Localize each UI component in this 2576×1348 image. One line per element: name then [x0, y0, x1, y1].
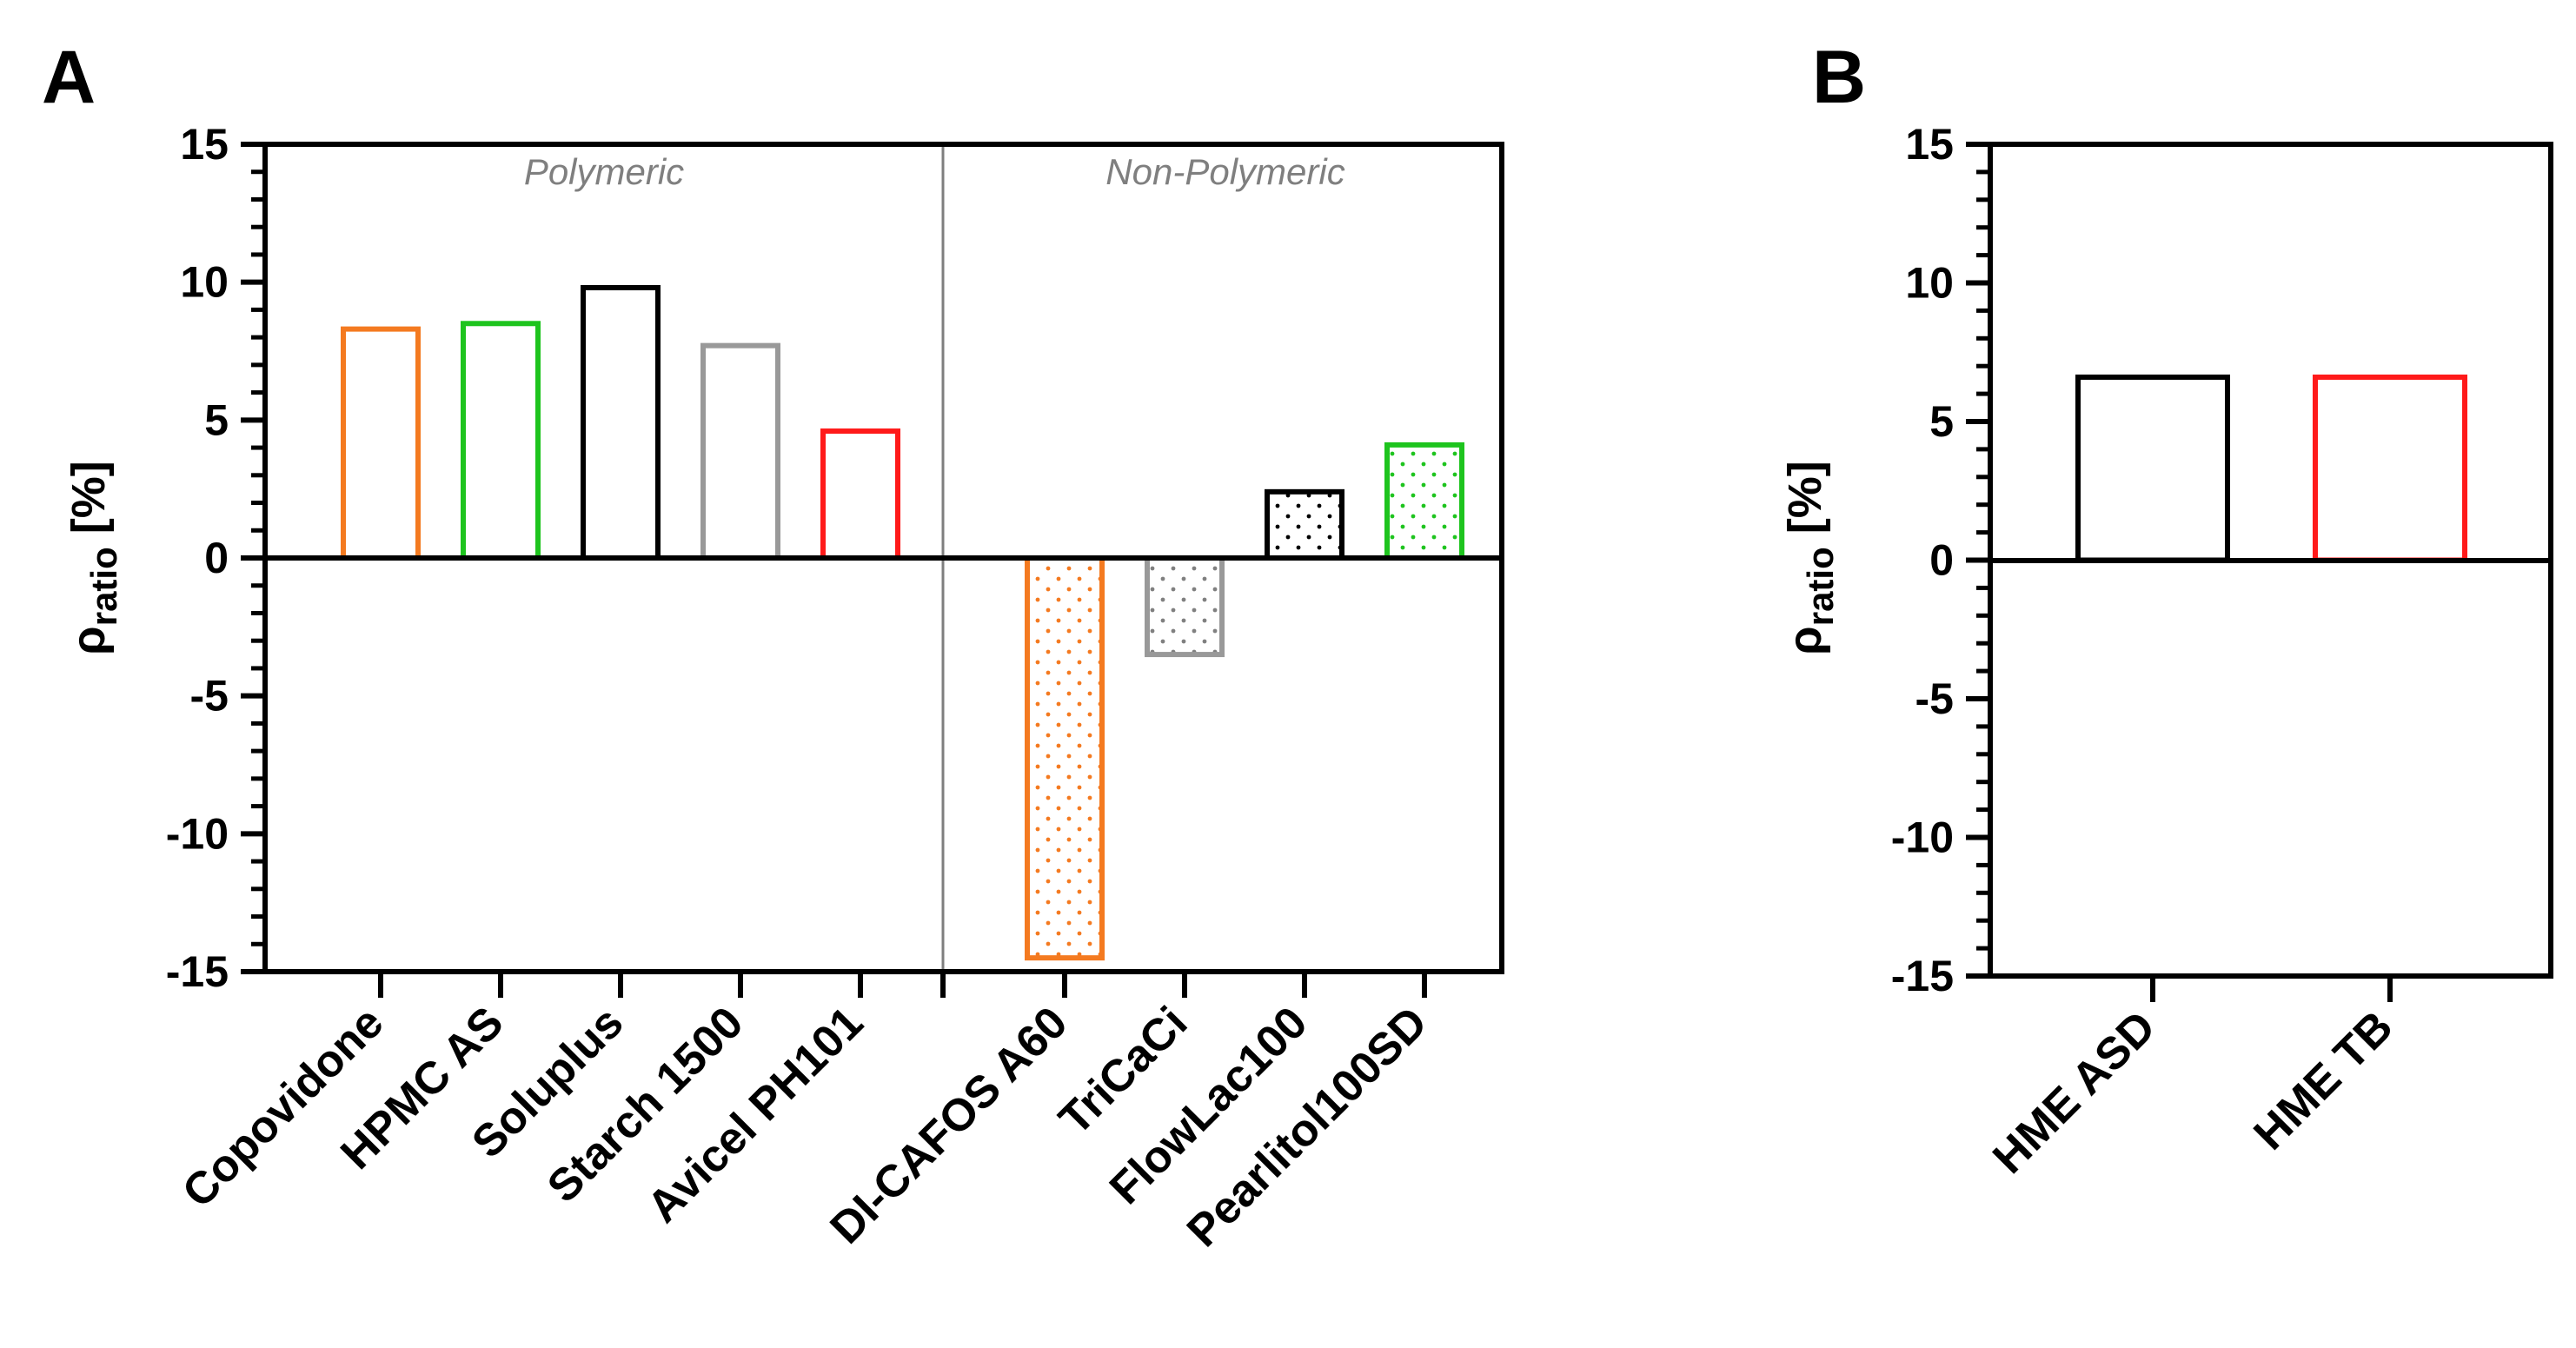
bar-pearlitol100sd	[1384, 442, 1464, 561]
x-category-label: HME TB	[2245, 1001, 2403, 1159]
bars-a	[341, 285, 1464, 961]
chart-panel-a: A ρratio [%] -15 -10 -5 0 5 10 15 CopovidoneHP…	[42, 36, 1504, 1257]
group-label-non-polymeric: Non-Polymeric	[1105, 151, 1344, 192]
y-tick-label: 10	[180, 258, 229, 307]
svg-text:ρratio [%]: ρratio [%]	[63, 461, 124, 654]
panel-label-b: B	[1812, 36, 1866, 119]
y-axis-title-b: ρratio [%]	[1779, 461, 1841, 654]
y-tick-label: 0	[204, 534, 229, 582]
bar-hme-tb	[2313, 374, 2467, 563]
y-axis-title-suffix-b: [%]	[1779, 461, 1831, 547]
bar-hme-asd	[2075, 374, 2230, 563]
bar-starch-1500	[700, 342, 780, 561]
y-tick-label: 10	[1905, 259, 1954, 308]
y-axis-title-main-a: ρ	[63, 626, 115, 654]
bar-di-cafos-a60	[1025, 555, 1105, 961]
y-ticks-b: -15 -10 -5 0 5 10 15	[1891, 120, 1990, 1000]
chart-panel-b: B ρratio [%] -15 -10 -5 0 5 10 15 HME ASD HME T…	[1779, 36, 2553, 1184]
panel-label-a: A	[42, 36, 96, 119]
bars-b	[2075, 374, 2467, 563]
bar-copovidone	[341, 326, 421, 561]
plot-frame-a	[262, 142, 1504, 974]
y-tick-label: 0	[1929, 536, 1954, 585]
y-axis-title-a: ρratio [%]	[63, 461, 124, 654]
x-category-label: Copovidone	[173, 997, 393, 1217]
x-category-label: Avicel PH101	[638, 997, 873, 1232]
y-tick-label: -10	[166, 809, 229, 858]
y-axis-title-suffix-a: [%]	[63, 461, 115, 547]
svg-text:ρratio [%]: ρratio [%]	[1779, 461, 1841, 654]
y-tick-label: 5	[204, 395, 229, 444]
bar-soluplus	[581, 285, 661, 561]
group-label-polymeric: Polymeric	[524, 151, 684, 192]
y-axis-title-main-b: ρ	[1779, 626, 1831, 654]
bar-tricaci	[1145, 555, 1225, 658]
y-tick-label: -15	[166, 947, 229, 996]
bar-hpmc-as	[461, 321, 541, 561]
y-tick-label: 15	[180, 120, 229, 169]
plot-frame-b	[1988, 142, 2553, 979]
y-axis-title-sub-a: ratio	[83, 547, 124, 626]
y-tick-label: -10	[1891, 813, 1954, 862]
y-tick-label: 15	[1905, 120, 1954, 169]
y-tick-label: -15	[1891, 952, 1954, 1000]
y-tick-label: -5	[1915, 674, 1954, 723]
y-axis-title-sub-b: ratio	[1800, 547, 1841, 626]
bar-flowlac100	[1265, 488, 1344, 561]
y-tick-label: -5	[190, 672, 229, 720]
x-categories-b: HME ASD HME TB	[1983, 976, 2402, 1184]
bar-avicel-ph101	[820, 428, 900, 561]
x-category-label: HME ASD	[1983, 1001, 2165, 1183]
y-tick-label: 5	[1929, 397, 1954, 446]
y-ticks-a: -15 -10 -5 0 5 10 15	[166, 120, 265, 996]
